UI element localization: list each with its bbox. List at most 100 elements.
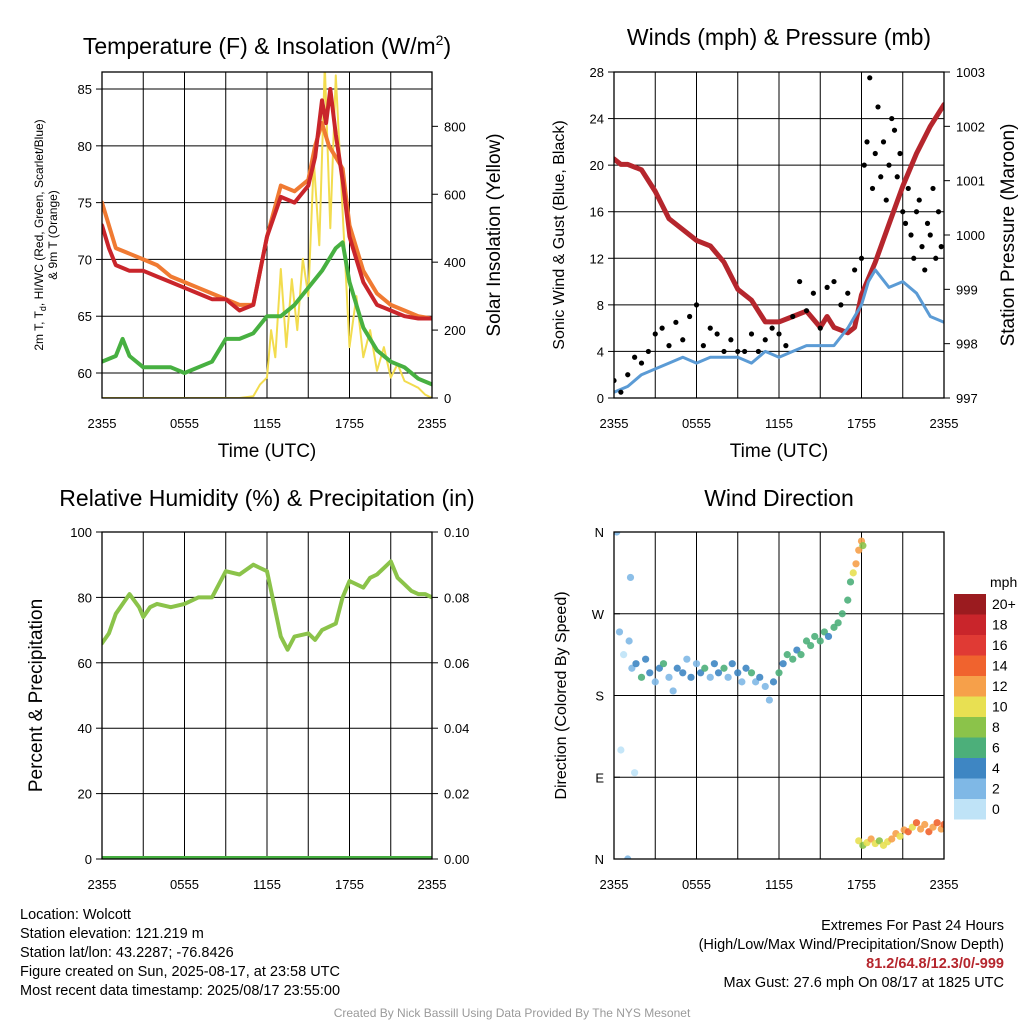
x-tick-label: 1755 bbox=[847, 416, 876, 431]
y-tick-label: 28 bbox=[590, 65, 604, 80]
legend-swatch bbox=[954, 737, 986, 758]
gust-point bbox=[908, 232, 914, 238]
gust-point bbox=[922, 267, 928, 273]
direction-point bbox=[710, 660, 718, 668]
legend-swatch bbox=[954, 676, 986, 697]
legend-swatch bbox=[954, 717, 986, 738]
y-tick-label: 4 bbox=[597, 344, 604, 359]
gust-point bbox=[886, 162, 892, 168]
legend-label: 8 bbox=[992, 719, 1000, 735]
gust-point bbox=[748, 331, 755, 337]
direction-point bbox=[631, 769, 639, 777]
y2-tick-label: 997 bbox=[956, 391, 978, 406]
y2-tick-label: 0.02 bbox=[444, 787, 469, 802]
x-tick-label: 0555 bbox=[170, 416, 199, 431]
direction-point bbox=[742, 664, 750, 672]
x-tick-label: 2355 bbox=[600, 877, 629, 892]
gust-point bbox=[632, 354, 638, 360]
direction-point bbox=[734, 669, 742, 677]
direction-point bbox=[852, 560, 860, 568]
y2-tick-label: 998 bbox=[956, 337, 978, 352]
direction-point bbox=[669, 687, 677, 695]
y-tick-label: 100 bbox=[70, 525, 92, 540]
direction-point bbox=[824, 632, 833, 641]
gust-point bbox=[831, 278, 837, 285]
gust-point bbox=[902, 220, 909, 226]
gust-point bbox=[680, 337, 686, 343]
plot-data bbox=[102, 559, 432, 859]
panel-title: Temperature (F) & Insolation (W/m2) bbox=[83, 32, 451, 59]
legend-label: 0 bbox=[992, 801, 1000, 817]
legend-swatch bbox=[954, 799, 986, 820]
y-tick-label: 80 bbox=[78, 139, 92, 154]
y2-tick-label: 0 bbox=[444, 391, 451, 406]
gust-point bbox=[659, 325, 665, 331]
gust-point bbox=[894, 174, 900, 180]
direction-point bbox=[625, 637, 633, 645]
gust-point bbox=[762, 337, 768, 343]
gust-point bbox=[905, 185, 911, 192]
x-tick-label: 0555 bbox=[682, 416, 711, 431]
y-tick-label: 80 bbox=[78, 590, 92, 605]
plot-frame bbox=[101, 531, 433, 860]
y-axis-label-part: 2m T, T bbox=[32, 310, 46, 350]
direction-point bbox=[728, 660, 736, 668]
y-tick-label: 16 bbox=[590, 205, 604, 220]
direction-point bbox=[706, 673, 714, 681]
y-axis-label-line2: & 9m T (Orange) bbox=[46, 190, 60, 280]
x-tick-label: 1155 bbox=[765, 877, 793, 892]
legend-label: 14 bbox=[992, 658, 1008, 674]
gust-point bbox=[625, 372, 631, 378]
y-axis-label: Percent & Precipitation bbox=[26, 599, 47, 792]
y-axis-label: Sonic Wind & Gust (Blue, Black) bbox=[551, 120, 568, 349]
title-tail: ) bbox=[443, 33, 451, 59]
legend-swatch bbox=[954, 594, 986, 615]
direction-point bbox=[888, 835, 896, 843]
x-tick-label: 0555 bbox=[170, 877, 199, 892]
title-main: Temperature (F) & Insolation (W/m bbox=[83, 33, 436, 59]
gust-point bbox=[883, 197, 889, 203]
legend-swatch bbox=[954, 758, 986, 779]
gust-point bbox=[810, 290, 816, 296]
y-tick-label: 60 bbox=[78, 656, 92, 671]
gust-point bbox=[721, 348, 727, 355]
plot-frame bbox=[101, 71, 433, 399]
x-tick-label: 1755 bbox=[335, 877, 364, 892]
direction-point bbox=[673, 664, 681, 672]
direction-point bbox=[783, 651, 791, 659]
direction-point bbox=[912, 819, 921, 827]
gust-point bbox=[858, 255, 865, 261]
wind-direction-panel: Wind Direction N E S W N 2355 0555 1155 1755 2355 D… bbox=[553, 485, 958, 892]
gust-point bbox=[867, 75, 873, 81]
y2-tick-label: 200 bbox=[444, 323, 466, 338]
gust-point bbox=[645, 348, 651, 355]
title-superscript: 2 bbox=[436, 32, 444, 48]
latlon-text: Station lat/lon: 43.2287; -76.8426 bbox=[20, 945, 234, 961]
plot-data bbox=[614, 75, 944, 395]
y-tick-label: 75 bbox=[78, 196, 92, 211]
series-line-2 bbox=[102, 87, 432, 321]
gust-point bbox=[652, 331, 658, 337]
gust-point bbox=[889, 115, 895, 122]
gust-point bbox=[861, 162, 867, 168]
gust-point bbox=[838, 302, 844, 308]
gust-point bbox=[700, 343, 706, 349]
gust-point bbox=[803, 308, 810, 314]
direction-point bbox=[896, 832, 904, 840]
gust-point bbox=[935, 209, 942, 215]
x-tick-label: 1155 bbox=[253, 416, 281, 431]
direction-point bbox=[933, 819, 941, 827]
direction-point bbox=[779, 660, 787, 668]
y2-tick-label: 1002 bbox=[956, 119, 985, 134]
y-tick-label: 24 bbox=[590, 112, 604, 127]
gust-point bbox=[924, 220, 931, 226]
direction-point bbox=[614, 532, 621, 536]
y-tick-label: W bbox=[592, 607, 605, 622]
y-tick-label: 8 bbox=[597, 298, 604, 313]
direction-point bbox=[683, 655, 691, 663]
legend-label: 2 bbox=[992, 781, 1000, 797]
y-tick-label: 12 bbox=[590, 251, 604, 266]
direction-point bbox=[714, 669, 723, 677]
direction-point bbox=[859, 542, 867, 550]
